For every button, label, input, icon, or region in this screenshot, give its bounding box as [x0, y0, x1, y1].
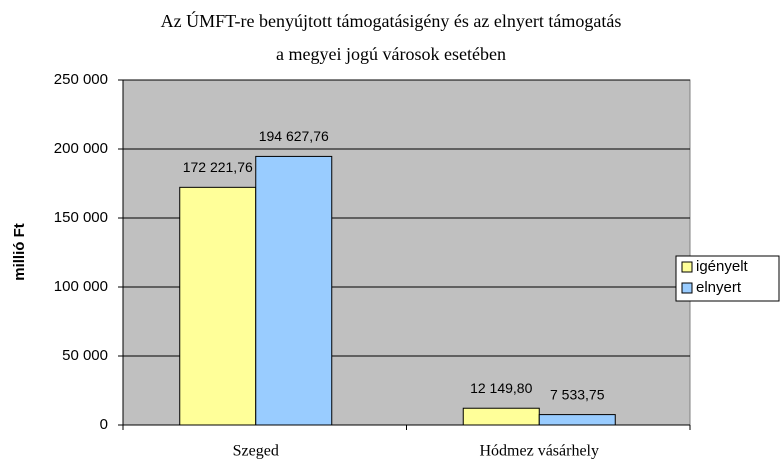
y-tick-label: 250 000 — [54, 71, 108, 88]
chart-title: Az ÚMFT-re benyújtott támogatásigény és … — [161, 10, 622, 31]
data-label: 12 149,80 — [470, 380, 532, 396]
x-tick-label: Hódmez vásárhely — [479, 443, 599, 460]
y-axis-label: millió Ft — [11, 223, 28, 281]
legend — [675, 255, 780, 302]
y-tick-label: 150 000 — [54, 209, 108, 226]
x-tick-label: Szeged — [233, 443, 279, 460]
data-label: 7 533,75 — [550, 386, 605, 402]
bar — [179, 186, 257, 426]
y-tick-label: 0 — [100, 416, 108, 433]
bar — [538, 414, 616, 426]
data-label: 172 221,76 — [183, 159, 253, 175]
data-label: 194 627,76 — [259, 128, 329, 144]
bar — [255, 155, 333, 426]
y-tick-label: 50 000 — [62, 347, 108, 364]
legend-swatch — [681, 282, 693, 294]
legend-label: elnyert — [696, 279, 742, 296]
legend-swatch — [681, 261, 693, 273]
legend-label: igényelt — [696, 258, 749, 275]
bar — [462, 407, 540, 426]
chart-title: a megyei jogú városok esetében — [276, 44, 506, 64]
y-tick-label: 200 000 — [54, 140, 108, 157]
y-tick-label: 100 000 — [54, 278, 108, 295]
